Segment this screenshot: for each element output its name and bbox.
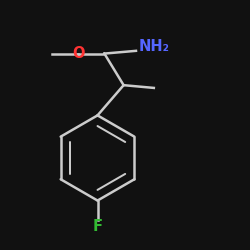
Text: F: F: [92, 219, 102, 234]
Text: O: O: [72, 46, 85, 61]
Text: NH₂: NH₂: [139, 39, 170, 54]
